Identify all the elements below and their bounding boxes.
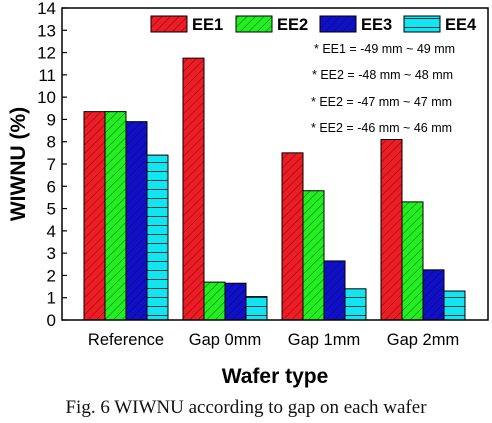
bar-ee1-4 (380, 138, 403, 321)
y-tick-label: 2 (47, 266, 56, 285)
figure-caption: Fig. 6 WIWNU according to gap on each wa… (65, 398, 427, 418)
x-tick-label: Gap 2mm (387, 331, 459, 349)
bar-ee2-4 (401, 201, 424, 321)
y-tick-label: 10 (37, 88, 56, 107)
y-tick-label: 3 (47, 244, 56, 263)
y-tick-label: 12 (37, 44, 56, 63)
bar-ee3-4 (422, 269, 445, 321)
range-annotation: * EE1 = -49 mm ~ 49 mm (314, 42, 455, 56)
bar-ee2-1 (104, 111, 127, 321)
bar-ee1-2 (182, 57, 205, 321)
y-tick-label: 4 (47, 222, 56, 241)
bar-ee2-3 (302, 190, 325, 321)
y-tick-label: 9 (47, 110, 56, 129)
legend-item-ee2: EE2 (235, 15, 308, 34)
bar-ee3-1 (125, 121, 148, 321)
bar-ee4-3 (344, 288, 367, 321)
bar-ee1-1 (83, 111, 106, 321)
y-tick-label: 6 (47, 177, 56, 196)
bar-ee4-1 (146, 154, 169, 321)
range-annotation: * EE2 = -48 mm ~ 48 mm (312, 68, 453, 82)
bar-ee4-2 (245, 296, 268, 321)
bar-ee1-3 (281, 152, 304, 321)
y-tick-label: 14 (37, 0, 56, 18)
x-tick-label: Gap 0mm (189, 331, 261, 349)
x-axis-title: Wafer type (222, 365, 329, 388)
legend-item-ee3: EE3 (319, 15, 392, 34)
range-annotation: * EE2 = -46 mm ~ 46 mm (311, 121, 452, 135)
y-tick-label: 5 (47, 200, 56, 219)
y-tick-label: 13 (37, 21, 56, 40)
y-axis-title: WIWNU (%) (7, 107, 30, 221)
y-tick-label: 11 (38, 66, 56, 85)
y-tick-label: 0 (47, 311, 56, 330)
bar-ee2-2 (203, 281, 226, 321)
y-tick-label: 7 (47, 155, 56, 174)
bar-ee3-3 (323, 260, 346, 321)
legend-label: EE1 (192, 16, 223, 34)
y-tick-label: 1 (47, 289, 56, 308)
legend-label: EE4 (445, 16, 477, 34)
legend-item-ee4: EE4 (403, 15, 477, 34)
legend-label: EE3 (361, 16, 392, 34)
bar-ee3-2 (224, 282, 247, 321)
x-tick-label: Reference (88, 331, 164, 349)
range-annotation: * EE2 = -47 mm ~ 47 mm (311, 95, 452, 109)
y-tick-label: 8 (47, 133, 56, 152)
legend-item-ee1: EE1 (150, 15, 223, 34)
legend-label: EE2 (277, 16, 308, 34)
bar-ee4-4 (443, 290, 466, 321)
x-tick-label: Gap 1mm (288, 331, 360, 349)
